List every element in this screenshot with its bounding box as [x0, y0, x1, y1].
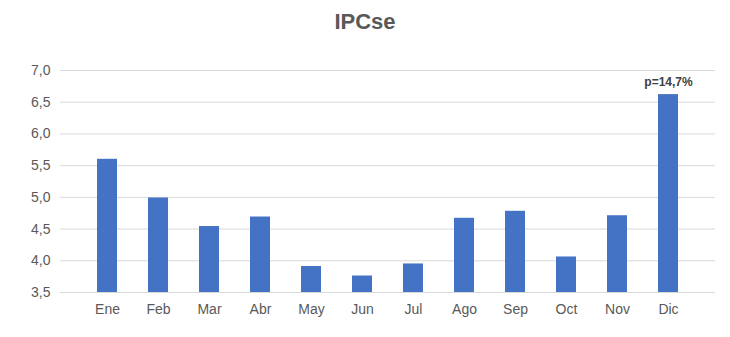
- svg-text:6,0: 6,0: [31, 125, 51, 141]
- svg-text:3,5: 3,5: [31, 284, 51, 300]
- svg-text:7,0: 7,0: [31, 62, 51, 78]
- svg-text:Ene: Ene: [95, 301, 120, 317]
- svg-text:p=14,7%: p=14,7%: [644, 75, 693, 89]
- svg-text:May: May: [298, 301, 324, 317]
- html-text:IPCse: IPCse: [334, 9, 396, 34]
- svg-text:Nov: Nov: [605, 301, 630, 317]
- svg-text:Oct: Oct: [556, 301, 578, 317]
- svg-text:Mar: Mar: [197, 301, 221, 317]
- svg-text:Jul: Jul: [405, 301, 423, 317]
- svg-text:Jun: Jun: [351, 301, 374, 317]
- svg-text:Dic: Dic: [658, 301, 678, 317]
- svg-text:4,5: 4,5: [31, 221, 51, 237]
- svg-text:Sep: Sep: [503, 301, 528, 317]
- svg-text:5,5: 5,5: [31, 157, 51, 173]
- svg-text:Abr: Abr: [250, 301, 272, 317]
- svg-text:Feb: Feb: [146, 301, 170, 317]
- svg-text:5,0: 5,0: [31, 189, 51, 205]
- svg-text:4,0: 4,0: [31, 252, 51, 268]
- svg-text:6,5: 6,5: [31, 94, 51, 110]
- svg-text:Ago: Ago: [452, 301, 477, 317]
